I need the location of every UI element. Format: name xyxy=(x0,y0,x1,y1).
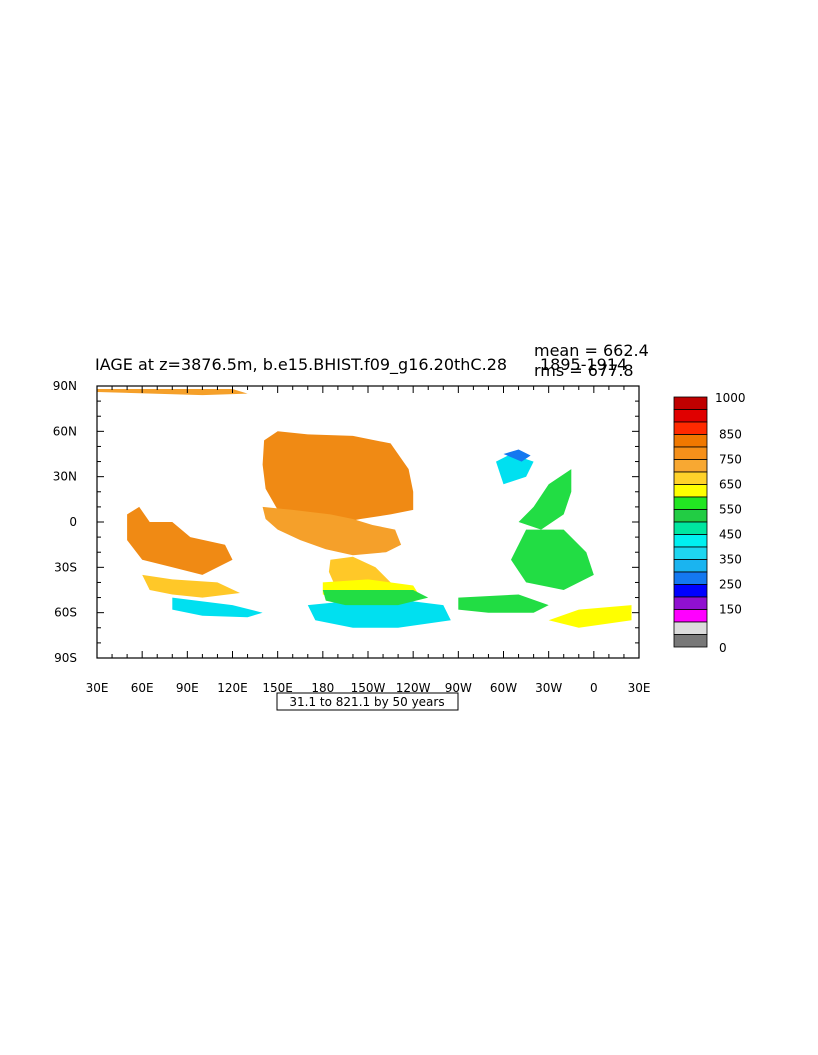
rms-label: rms = 677.8 xyxy=(534,361,634,380)
region-southern-ocean-indian xyxy=(172,597,263,618)
mean-label: mean = 662.4 xyxy=(534,341,649,360)
region-southern-ocean-pacific-band xyxy=(322,590,429,606)
colorbar-label: 550 xyxy=(719,503,742,517)
colorbar-swatch xyxy=(673,496,708,510)
axis-ticks: 30E 60E 90E 120E 150E 180 150W 120W 90W 60W 30W 0 30… xyxy=(53,379,651,695)
x-tick-label: 60W xyxy=(490,681,517,695)
x-tick-label: 90W xyxy=(445,681,472,695)
colorbar-swatch xyxy=(673,446,708,460)
x-tick-label: 150W xyxy=(351,681,386,695)
x-tick-label: 60E xyxy=(131,681,154,695)
colorbar-swatch xyxy=(673,559,708,573)
colorbar-label: 0 xyxy=(719,641,727,655)
colorbar: 1000 850 750 650 550 450 350 250 150 0 xyxy=(673,391,746,655)
colorbar-swatch xyxy=(673,584,708,598)
region-southern-ocean-atlantic xyxy=(458,594,549,613)
x-tick-label: 150E xyxy=(262,681,293,695)
colorbar-swatch xyxy=(673,521,708,535)
region-arctic xyxy=(97,389,248,396)
colorbar-label: 450 xyxy=(719,528,742,542)
colorbar-swatch xyxy=(673,634,708,648)
chart-title: IAGE at z=3876.5m, b.e15.BHIST.f09_g16.2… xyxy=(95,355,507,375)
colorbar-swatch xyxy=(673,609,708,623)
colorbar-swatch xyxy=(673,396,708,410)
region-north-atlantic xyxy=(518,469,572,530)
y-tick-label: 90S xyxy=(54,651,77,665)
region-southern-ocean-pacific xyxy=(307,597,451,628)
y-tick-label: 60N xyxy=(53,424,77,438)
region-eastern-tropical-pacific xyxy=(262,506,402,556)
contour-info-box xyxy=(276,692,459,711)
region-labrador-sea xyxy=(503,449,531,462)
region-weddell-sea xyxy=(548,605,632,628)
colorbar-swatch xyxy=(673,471,708,485)
y-tick-label: 60S xyxy=(54,606,77,620)
colorbar-swatch xyxy=(673,621,708,635)
colorbar-swatch xyxy=(673,571,708,585)
colorbar-swatch xyxy=(673,484,708,498)
period-label: 1895-1914 xyxy=(540,355,627,374)
x-tick-label: 30E xyxy=(628,681,651,695)
colorbar-swatch xyxy=(673,459,708,473)
map-regions xyxy=(97,389,632,628)
colorbar-swatch xyxy=(673,509,708,523)
x-tick-label: 0 xyxy=(590,681,598,695)
x-tick-label: 120E xyxy=(217,681,248,695)
y-tick-label: 30S xyxy=(54,560,77,574)
colorbar-label: 750 xyxy=(719,453,742,467)
x-tick-label: 30E xyxy=(86,681,109,695)
region-northwest-atlantic xyxy=(496,454,534,485)
x-tick-label: 120W xyxy=(396,681,431,695)
region-north-pacific xyxy=(262,431,414,525)
colorbar-label: 250 xyxy=(719,578,742,592)
y-tick-label: 0 xyxy=(69,515,77,529)
colorbar-label: 1000 xyxy=(715,391,746,405)
colorbar-swatch xyxy=(673,546,708,560)
x-tick-label: 30W xyxy=(535,681,562,695)
contour-info: 31.1 to 821.1 by 50 years xyxy=(289,695,444,709)
colorbar-label: 350 xyxy=(719,553,742,567)
y-tick-label: 30N xyxy=(53,470,77,484)
colorbar-swatch xyxy=(673,409,708,423)
region-indian-ocean-south xyxy=(142,574,240,598)
region-indian-ocean xyxy=(127,506,233,575)
x-tick-label: 180 xyxy=(311,681,334,695)
colorbar-label: 150 xyxy=(719,603,742,617)
x-tick-label: 90E xyxy=(176,681,199,695)
colorbar-swatch xyxy=(673,434,708,448)
colorbar-label: 850 xyxy=(719,428,742,442)
colorbar-label: 650 xyxy=(719,478,742,492)
y-tick-label: 90N xyxy=(53,379,77,393)
colorbar-swatch xyxy=(673,596,708,610)
region-south-atlantic xyxy=(511,529,594,590)
colorbar-swatch xyxy=(673,534,708,548)
colorbar-swatch xyxy=(673,421,708,435)
